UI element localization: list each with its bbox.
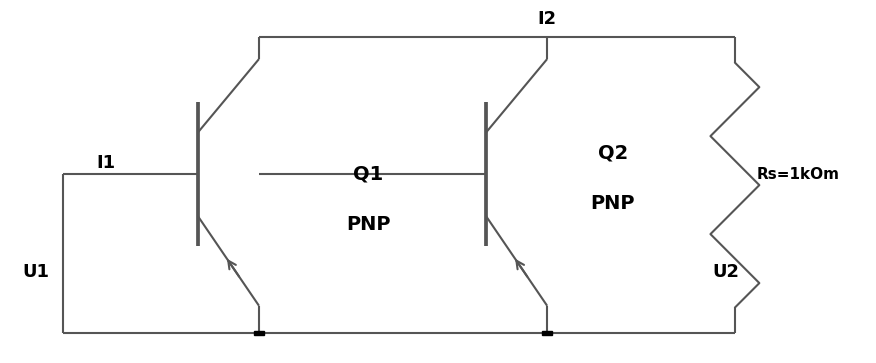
Text: PNP: PNP (346, 215, 391, 234)
Text: Rs=1kOm: Rs=1kOm (757, 167, 840, 182)
Bar (542, 331, 553, 335)
Text: PNP: PNP (590, 193, 635, 213)
Text: U1: U1 (23, 262, 50, 281)
Text: Q1: Q1 (353, 165, 384, 184)
Text: U2: U2 (713, 262, 739, 281)
Text: I1: I1 (96, 155, 116, 172)
Bar (254, 331, 265, 335)
Text: I2: I2 (538, 11, 557, 28)
Text: Q2: Q2 (597, 143, 628, 162)
